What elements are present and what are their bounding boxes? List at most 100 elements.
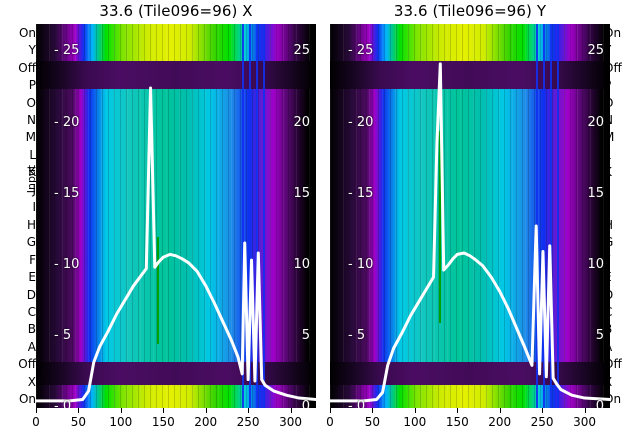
x-tick-label: 100 [403,415,427,429]
category-label: G [26,235,36,250]
heatmap-band [330,24,610,61]
panel-title-y: 33.6 (Tile096=96) Y [393,2,547,20]
x-tick-mark [542,408,544,413]
heatmap-band-fill [330,60,610,90]
x-tick-mark [457,408,459,413]
x-tick-mark [372,408,374,413]
category-label: C [27,305,36,319]
y-tick-label-right: 25 [293,43,310,59]
column-striping-fine [330,89,610,363]
green-marker [157,237,160,344]
trace-path [36,86,316,403]
x-tick-label: 150 [151,415,175,429]
heatmap-band-fill [36,60,316,90]
category-label: K [28,165,36,180]
heatmap-band-fill [36,89,316,363]
y-tick-label: - 0 [348,399,366,408]
category-label: B [27,322,36,337]
category-label: L [29,147,36,162]
x-axis-panel-x: 0 50 100 150 200 250 300 [32,408,316,440]
x-tick-label: 300 [279,415,302,429]
y-tick-label: - 15 [348,185,374,201]
y-tick-label: - 0 [54,399,72,408]
category-labels-left: On Y Off P O N M L K J I H G F E D C B A Off X On [6,24,36,408]
column-striping [36,89,316,363]
y-tick-label-right: 20 [587,114,604,130]
y-tick-label-right: 0 [301,399,310,408]
category-label: Off [18,357,36,372]
amplitude-trace-y [330,62,610,403]
category-label: P [28,78,36,93]
y-tick-label-right: 15 [587,185,604,201]
x-tick-label: 200 [488,415,512,429]
x-tick-label: 50 [70,415,87,429]
panel-title-x: 33.6 (Tile096=96) X [99,2,253,20]
category-label: Off [18,60,36,75]
column-striping-fine [36,24,316,61]
plot-area-x: - 25 25 - 20 20 - 15 15 - 10 10 - 5 5 - 0 0 [36,24,316,408]
spectrogram-panel-x[interactable]: - 25 25 - 20 20 - 15 15 - 10 10 - 5 5 - 0 0 [36,24,316,408]
x-tick-mark [78,408,80,413]
x-tick-mark [36,408,37,413]
x-tick-mark [120,408,122,413]
y-tick-label-right: 10 [587,256,604,272]
y-tick-label-right: 25 [587,43,604,59]
category-label: F [29,252,36,267]
plot-area-y: - 25 25 - 20 20 - 15 15 - 10 10 - 5 5 - 0 0 [330,24,610,408]
category-label: J [32,182,36,197]
x-tick-mark [163,408,165,413]
x-tick-label: 50 [364,415,381,429]
heatmap-band-fill [330,89,610,363]
category-label: I [32,200,36,215]
amplitude-trace-x [36,86,316,403]
y-tick-label: - 10 [348,256,374,272]
category-label: X [27,374,36,389]
x-tick-mark [330,408,331,413]
category-label: M [25,130,36,145]
column-striping-fine [36,89,316,363]
x-tick-mark [499,408,501,413]
y-tick-label: - 15 [54,185,80,201]
category-label: On [18,25,36,40]
x-tick-label: 250 [236,415,260,429]
spectrogram-panel-y[interactable]: - 25 25 - 20 20 - 15 15 - 10 10 - 5 5 - 0 0 [330,24,610,408]
y-tick-label-right: 20 [293,114,310,130]
heatmap-band [36,24,316,61]
y-tick-label: - 10 [54,256,80,272]
category-label: A [27,339,36,354]
column-striping [36,24,316,61]
column-striping-fine [330,24,610,61]
y-tick-label-right: 15 [293,185,310,201]
x-tick-mark [584,408,586,413]
x-tick-label: 300 [573,415,596,429]
x-axis-panel-y: 0 50 100 150 200 250 300 [326,408,610,440]
x-tick-label: 0 [326,415,334,429]
y-tick-label: - 5 [348,327,366,343]
y-tick-label: - 20 [348,114,374,130]
trace-path [330,62,610,403]
y-tick-label-right: 0 [595,399,604,408]
category-label: E [28,270,36,285]
y-tick-label: - 20 [54,114,80,130]
heatmap-band-fill [330,24,610,61]
x-tick-label: 0 [32,415,40,429]
category-label: H [26,217,36,232]
y-tick-label: - 5 [54,327,72,343]
heatmap-band [330,60,610,90]
category-label: O [26,95,36,110]
y-tick-label-right: 10 [293,256,310,272]
y-tick-label: - 25 [348,43,374,59]
category-label: On [18,392,36,407]
x-tick-label: 100 [109,415,133,429]
x-tick-mark [205,408,207,413]
heatmap-band [36,60,316,90]
column-striping [330,24,610,61]
category-label: N [27,113,36,127]
heatmap-band [330,89,610,363]
y-tick-label: - 25 [54,43,80,59]
category-label: D [26,287,36,302]
x-tick-mark [414,408,416,413]
x-tick-mark [248,408,250,413]
heatmap-band [36,89,316,363]
